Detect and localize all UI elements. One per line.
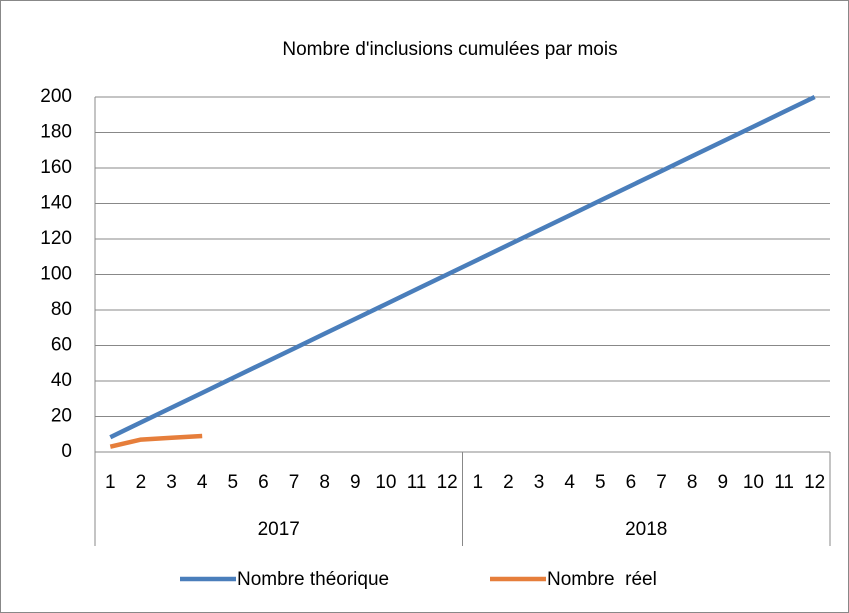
series-line xyxy=(109,433,203,449)
series-line xyxy=(109,94,816,440)
group-label: 2018 xyxy=(625,519,667,540)
x-tick-label: 7 xyxy=(656,472,667,493)
x-tick-label: 4 xyxy=(197,472,208,493)
x-tick-label: 3 xyxy=(166,472,177,493)
x-tick-label: 3 xyxy=(534,472,545,493)
group-label: 2017 xyxy=(258,519,300,540)
x-tick-label: 2 xyxy=(136,472,147,493)
x-tick-label: 1 xyxy=(105,472,116,493)
x-tick-label: 12 xyxy=(804,472,825,493)
y-tick-label: 160 xyxy=(40,157,72,178)
x-tick-label: 1 xyxy=(473,472,484,493)
x-tick-label: 5 xyxy=(228,472,239,493)
x-tick-label: 2 xyxy=(503,472,514,493)
legend-label: Nombre réel xyxy=(547,569,657,590)
x-tick-label: 11 xyxy=(774,472,794,493)
x-tick-label: 11 xyxy=(407,472,427,493)
y-tick-label: 120 xyxy=(40,228,72,249)
x-tick-label: 5 xyxy=(595,472,606,493)
x-tick-label: 9 xyxy=(350,472,361,493)
x-tick-label: 9 xyxy=(718,472,729,493)
y-tick-label: 140 xyxy=(40,193,72,214)
x-tick-label: 6 xyxy=(258,472,269,493)
y-tick-label: 40 xyxy=(51,370,72,391)
y-tick-label: 100 xyxy=(40,264,72,285)
x-tick-label: 10 xyxy=(743,472,764,493)
y-tick-label: 60 xyxy=(51,335,72,356)
x-tick-label: 6 xyxy=(626,472,637,493)
y-tick-label: 0 xyxy=(61,441,72,462)
x-tick-label: 10 xyxy=(375,472,396,493)
y-tick-label: 180 xyxy=(40,122,72,143)
x-tick-label: 7 xyxy=(289,472,300,493)
x-tick-label: 8 xyxy=(319,472,330,493)
y-tick-label: 20 xyxy=(51,406,72,427)
x-tick-label: 4 xyxy=(564,472,575,493)
chart-title: Nombre d'inclusions cumulées par mois xyxy=(282,39,617,60)
x-tick-label: 12 xyxy=(437,472,458,493)
y-tick-label: 80 xyxy=(51,299,72,320)
legend-label: Nombre théorique xyxy=(237,569,389,590)
y-tick-label: 200 xyxy=(40,86,72,107)
x-tick-label: 8 xyxy=(687,472,698,493)
